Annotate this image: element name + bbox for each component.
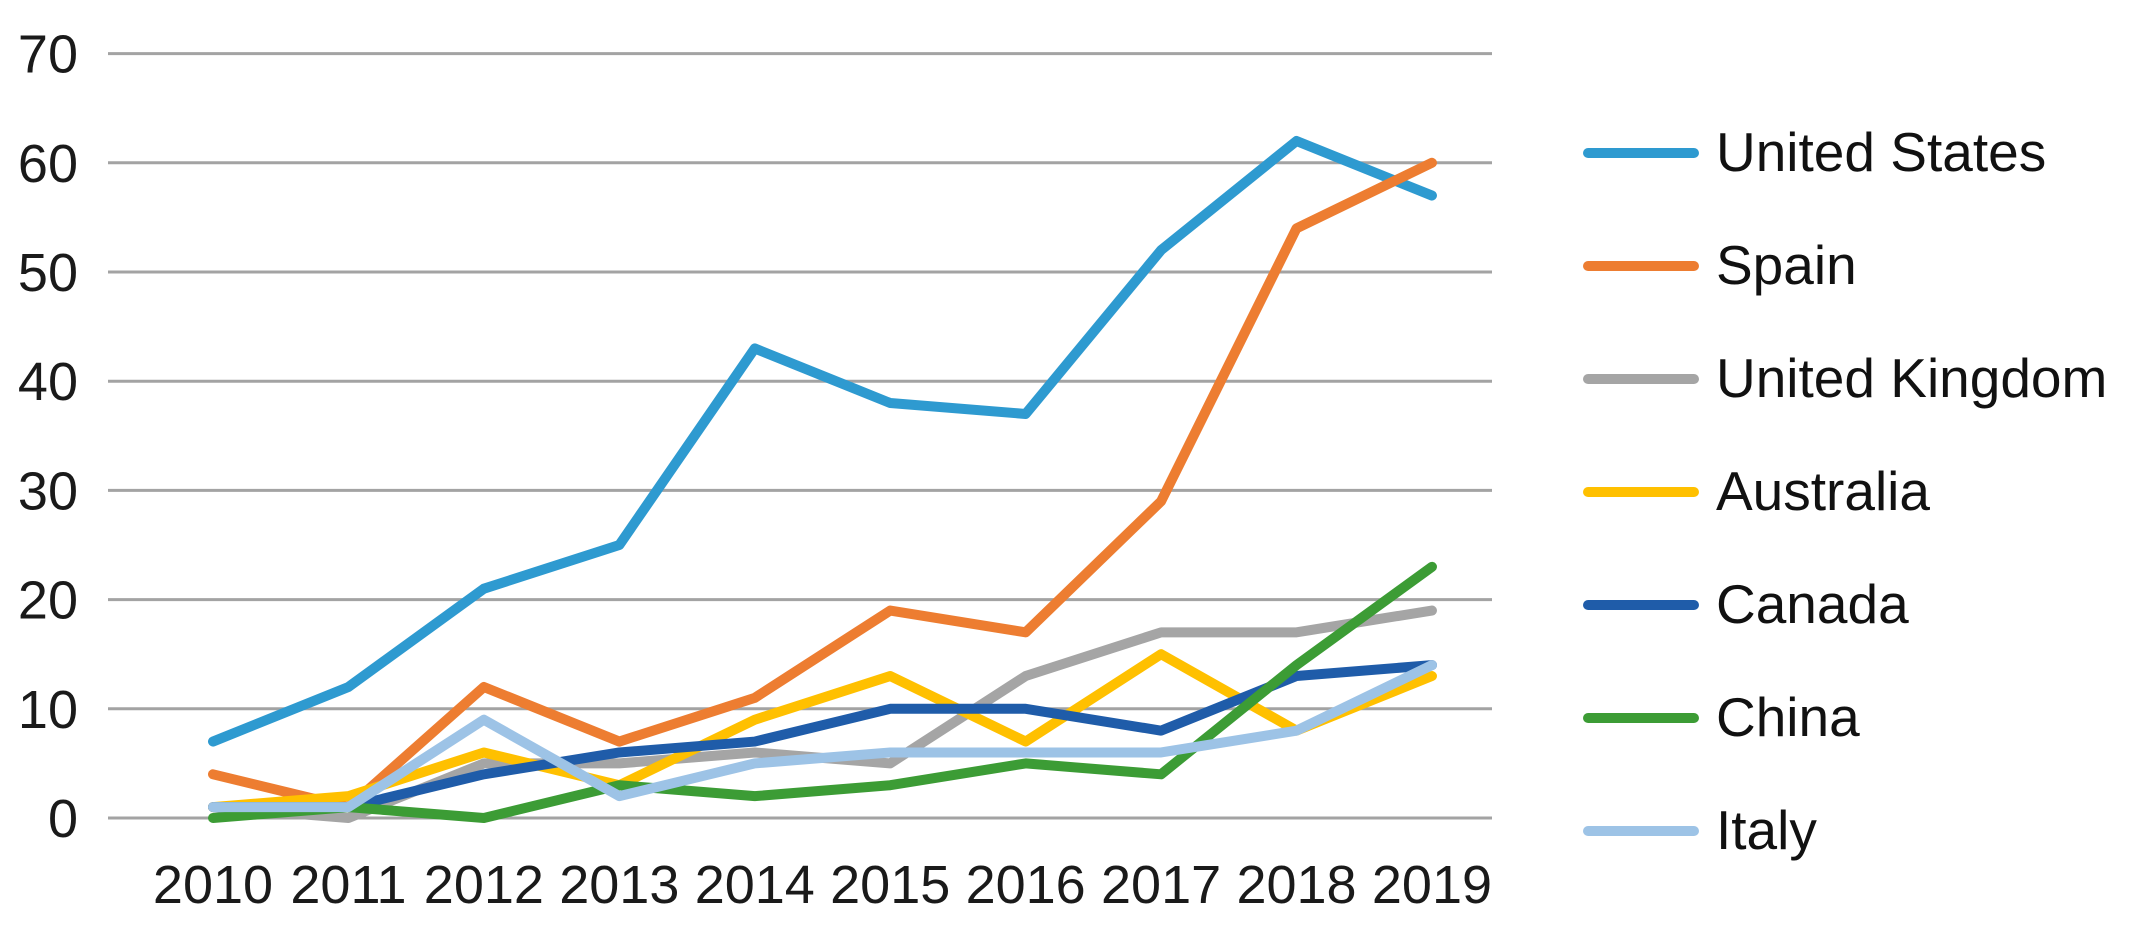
legend-marker-icon: [1583, 712, 1699, 723]
chart-legend: United States Spain United Kingdom Australi…: [1583, 96, 2107, 887]
x-axis-tick-2011: 2011: [290, 855, 406, 915]
series-line-china: [208, 561, 1437, 823]
legend-item-china: China: [1583, 661, 2107, 774]
x-axis-tick-2018: 2018: [1236, 855, 1356, 915]
legend-marker-icon: [1583, 825, 1699, 836]
legend-item-italy: Italy: [1583, 774, 2107, 887]
legend-label: Spain: [1716, 234, 1857, 296]
series-line-spain: [208, 157, 1437, 813]
y-axis-tick-70: 70: [18, 25, 78, 85]
legend-item-united-states: United States: [1583, 96, 2107, 209]
x-axis-tick-2010: 2010: [153, 855, 273, 915]
y-axis-tick-40: 40: [18, 352, 78, 412]
y-axis-tick-30: 30: [18, 461, 78, 521]
legend-item-united-kingdom: United Kingdom: [1583, 322, 2107, 435]
legend-marker-icon: [1583, 599, 1699, 610]
legend-label: Canada: [1716, 573, 1909, 635]
x-axis-tick-2017: 2017: [1101, 855, 1221, 915]
series-line-australia: [208, 649, 1437, 813]
y-axis-tick-10: 10: [18, 680, 78, 740]
x-axis-tick-2014: 2014: [695, 855, 815, 915]
x-axis-tick-2013: 2013: [559, 855, 679, 915]
legend-item-australia: Australia: [1583, 435, 2107, 548]
y-axis-tick-20: 20: [18, 571, 78, 631]
y-axis-tick-60: 60: [18, 134, 78, 194]
y-axis-tick-0: 0: [48, 789, 78, 849]
series-line-united-states: [208, 135, 1437, 747]
x-axis-tick-2016: 2016: [966, 855, 1086, 915]
legend-label: China: [1716, 686, 1860, 748]
legend-marker-icon: [1583, 486, 1699, 497]
series-line-italy: [208, 660, 1437, 813]
legend-marker-icon: [1583, 147, 1699, 158]
legend-label: United Kingdom: [1716, 347, 2108, 409]
legend-item-spain: Spain: [1583, 209, 2107, 322]
legend-label: United States: [1716, 121, 2047, 183]
x-axis-tick-2012: 2012: [424, 855, 544, 915]
legend-marker-icon: [1583, 260, 1699, 271]
legend-label: Italy: [1716, 799, 1817, 861]
y-axis-tick-50: 50: [18, 243, 78, 303]
legend-item-canada: Canada: [1583, 548, 2107, 661]
legend-marker-icon: [1583, 373, 1699, 384]
x-axis-tick-2015: 2015: [830, 855, 950, 915]
legend-label: Australia: [1716, 460, 1930, 522]
x-axis-tick-2019: 2019: [1372, 855, 1492, 915]
series-line-canada: [208, 660, 1437, 813]
